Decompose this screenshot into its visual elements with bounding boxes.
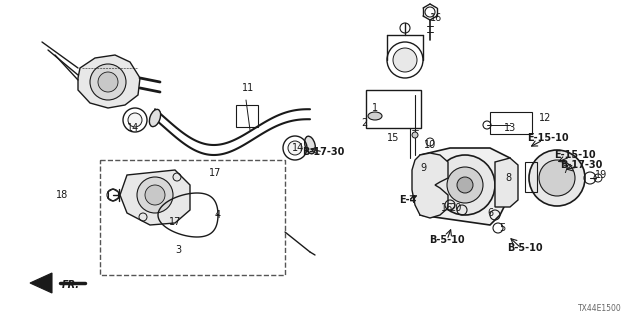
Polygon shape [78,55,140,108]
Text: B-17-30: B-17-30 [560,160,602,170]
Bar [100,160,285,275]
Polygon shape [30,273,52,293]
Circle shape [98,72,118,92]
Circle shape [457,177,473,193]
Text: 9: 9 [420,163,426,173]
Ellipse shape [149,109,161,127]
Text: 18: 18 [56,190,68,200]
Circle shape [447,167,483,203]
Bar [366,90,421,128]
Text: 16: 16 [430,13,442,23]
Text: 13: 13 [504,123,516,133]
Bar [490,112,532,134]
Circle shape [412,132,418,138]
Circle shape [90,64,126,100]
Circle shape [288,141,302,155]
Text: B-17-30: B-17-30 [302,147,344,157]
Polygon shape [120,170,190,225]
Circle shape [137,177,173,213]
Text: E-15-10: E-15-10 [527,133,569,143]
Text: 16: 16 [441,203,453,213]
Circle shape [539,160,575,196]
Bar [525,162,537,192]
Text: 20: 20 [449,203,461,213]
Text: B-5-10: B-5-10 [429,235,465,245]
Text: B-5-10: B-5-10 [507,243,543,253]
Text: 12: 12 [539,113,551,123]
Circle shape [529,150,585,206]
Text: 2: 2 [361,118,367,128]
Text: E-15-10: E-15-10 [554,150,596,160]
Text: 5: 5 [499,223,505,233]
Text: 8: 8 [505,173,511,183]
Text: 11: 11 [242,83,254,93]
Text: E-4: E-4 [399,195,417,205]
Text: 10: 10 [424,140,436,150]
Text: 19: 19 [595,170,607,180]
Text: FR.: FR. [62,280,80,290]
Bar [236,105,258,127]
Ellipse shape [368,112,382,120]
Polygon shape [495,158,518,207]
Text: 17: 17 [169,217,181,227]
Polygon shape [420,148,510,225]
Circle shape [393,48,417,72]
Text: 3: 3 [175,245,181,255]
Circle shape [128,113,142,127]
Text: 6: 6 [487,208,493,218]
Text: 14: 14 [292,143,304,153]
Text: 17: 17 [209,168,221,178]
Bar [100,160,285,275]
Text: 7: 7 [562,165,568,175]
Circle shape [435,155,495,215]
Ellipse shape [305,136,316,154]
Text: TX44E1500: TX44E1500 [579,304,622,313]
Text: 4: 4 [215,210,221,220]
Text: 14: 14 [127,123,139,133]
Text: 15: 15 [387,133,399,143]
Polygon shape [412,153,448,218]
Text: 1: 1 [372,103,378,113]
Circle shape [145,185,165,205]
